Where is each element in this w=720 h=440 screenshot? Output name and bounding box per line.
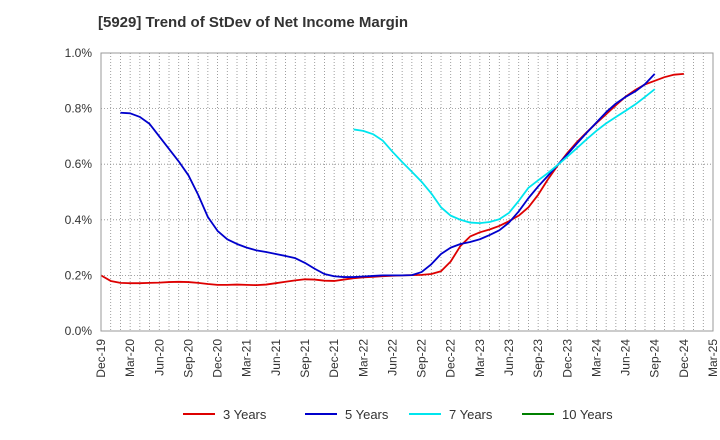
x-tick-label: Mar-20 <box>123 339 137 377</box>
x-tick-label: Dec-22 <box>444 339 458 378</box>
plot-frame <box>100 52 714 332</box>
legend: 3 Years 5 Years 7 Years 10 Years <box>183 407 613 422</box>
y-tick-label: 0.6% <box>65 157 93 171</box>
chart-title: [5929] Trend of StDev of Net Income Marg… <box>98 14 409 31</box>
x-tick-label: Mar-24 <box>589 339 603 377</box>
x-tick-label: Sep-24 <box>648 339 662 378</box>
x-tick-label: Mar-22 <box>356 339 370 377</box>
x-tick-label: Dec-23 <box>560 339 574 378</box>
x-tick-label: Jun-23 <box>502 339 516 376</box>
y-tick-label: 0.2% <box>65 268 93 282</box>
x-tick-label: Jun-20 <box>152 339 166 376</box>
y-axis-ticks: 0.0% 0.2% 0.4% 0.6% 0.8% 1.0% <box>65 46 93 338</box>
x-axis-ticks: Dec-19 Mar-20 Jun-20 Sep-20 Dec-20 Mar-21 Jun-… <box>94 339 720 378</box>
x-tick-label: Sep-23 <box>531 339 545 378</box>
legend-label-10-years: 10 Years <box>562 407 613 422</box>
x-tick-label: Dec-21 <box>327 339 341 378</box>
x-tick-label: Jun-22 <box>385 339 399 376</box>
y-tick-label: 1.0% <box>65 46 93 60</box>
x-tick-label: Dec-19 <box>94 339 108 378</box>
series-line-5-years <box>120 73 656 278</box>
x-tick-label: Mar-23 <box>473 339 487 377</box>
legend-label-5-years: 5 Years <box>345 407 389 422</box>
x-tick-label: Jun-24 <box>619 339 633 376</box>
x-tick-label: Dec-20 <box>211 339 225 378</box>
x-tick-label: Mar-21 <box>240 339 254 377</box>
y-tick-label: 0.8% <box>65 102 93 116</box>
y-tick-label: 0.4% <box>65 213 93 227</box>
y-tick-label: 0.0% <box>65 324 93 338</box>
plot-area <box>101 53 713 331</box>
series-lines <box>100 72 684 287</box>
legend-label-3-years: 3 Years <box>223 407 267 422</box>
x-tick-label: Dec-24 <box>677 339 691 378</box>
x-tick-label: Jun-21 <box>269 339 283 376</box>
x-tick-label: Mar-25 <box>706 339 720 377</box>
x-tick-label: Sep-20 <box>181 339 195 378</box>
legend-label-7-years: 7 Years <box>449 407 493 422</box>
series-line-7-years <box>353 88 656 225</box>
x-tick-label: Sep-22 <box>415 339 429 378</box>
x-tick-label: Sep-21 <box>298 339 312 378</box>
